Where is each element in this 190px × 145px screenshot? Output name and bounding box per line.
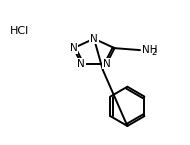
Text: N: N — [78, 58, 85, 68]
Text: N: N — [70, 43, 77, 53]
Text: NH: NH — [142, 45, 158, 55]
Text: N: N — [103, 58, 111, 68]
Text: 2: 2 — [151, 48, 157, 57]
Text: N: N — [90, 34, 98, 44]
Text: HCl: HCl — [10, 26, 29, 36]
